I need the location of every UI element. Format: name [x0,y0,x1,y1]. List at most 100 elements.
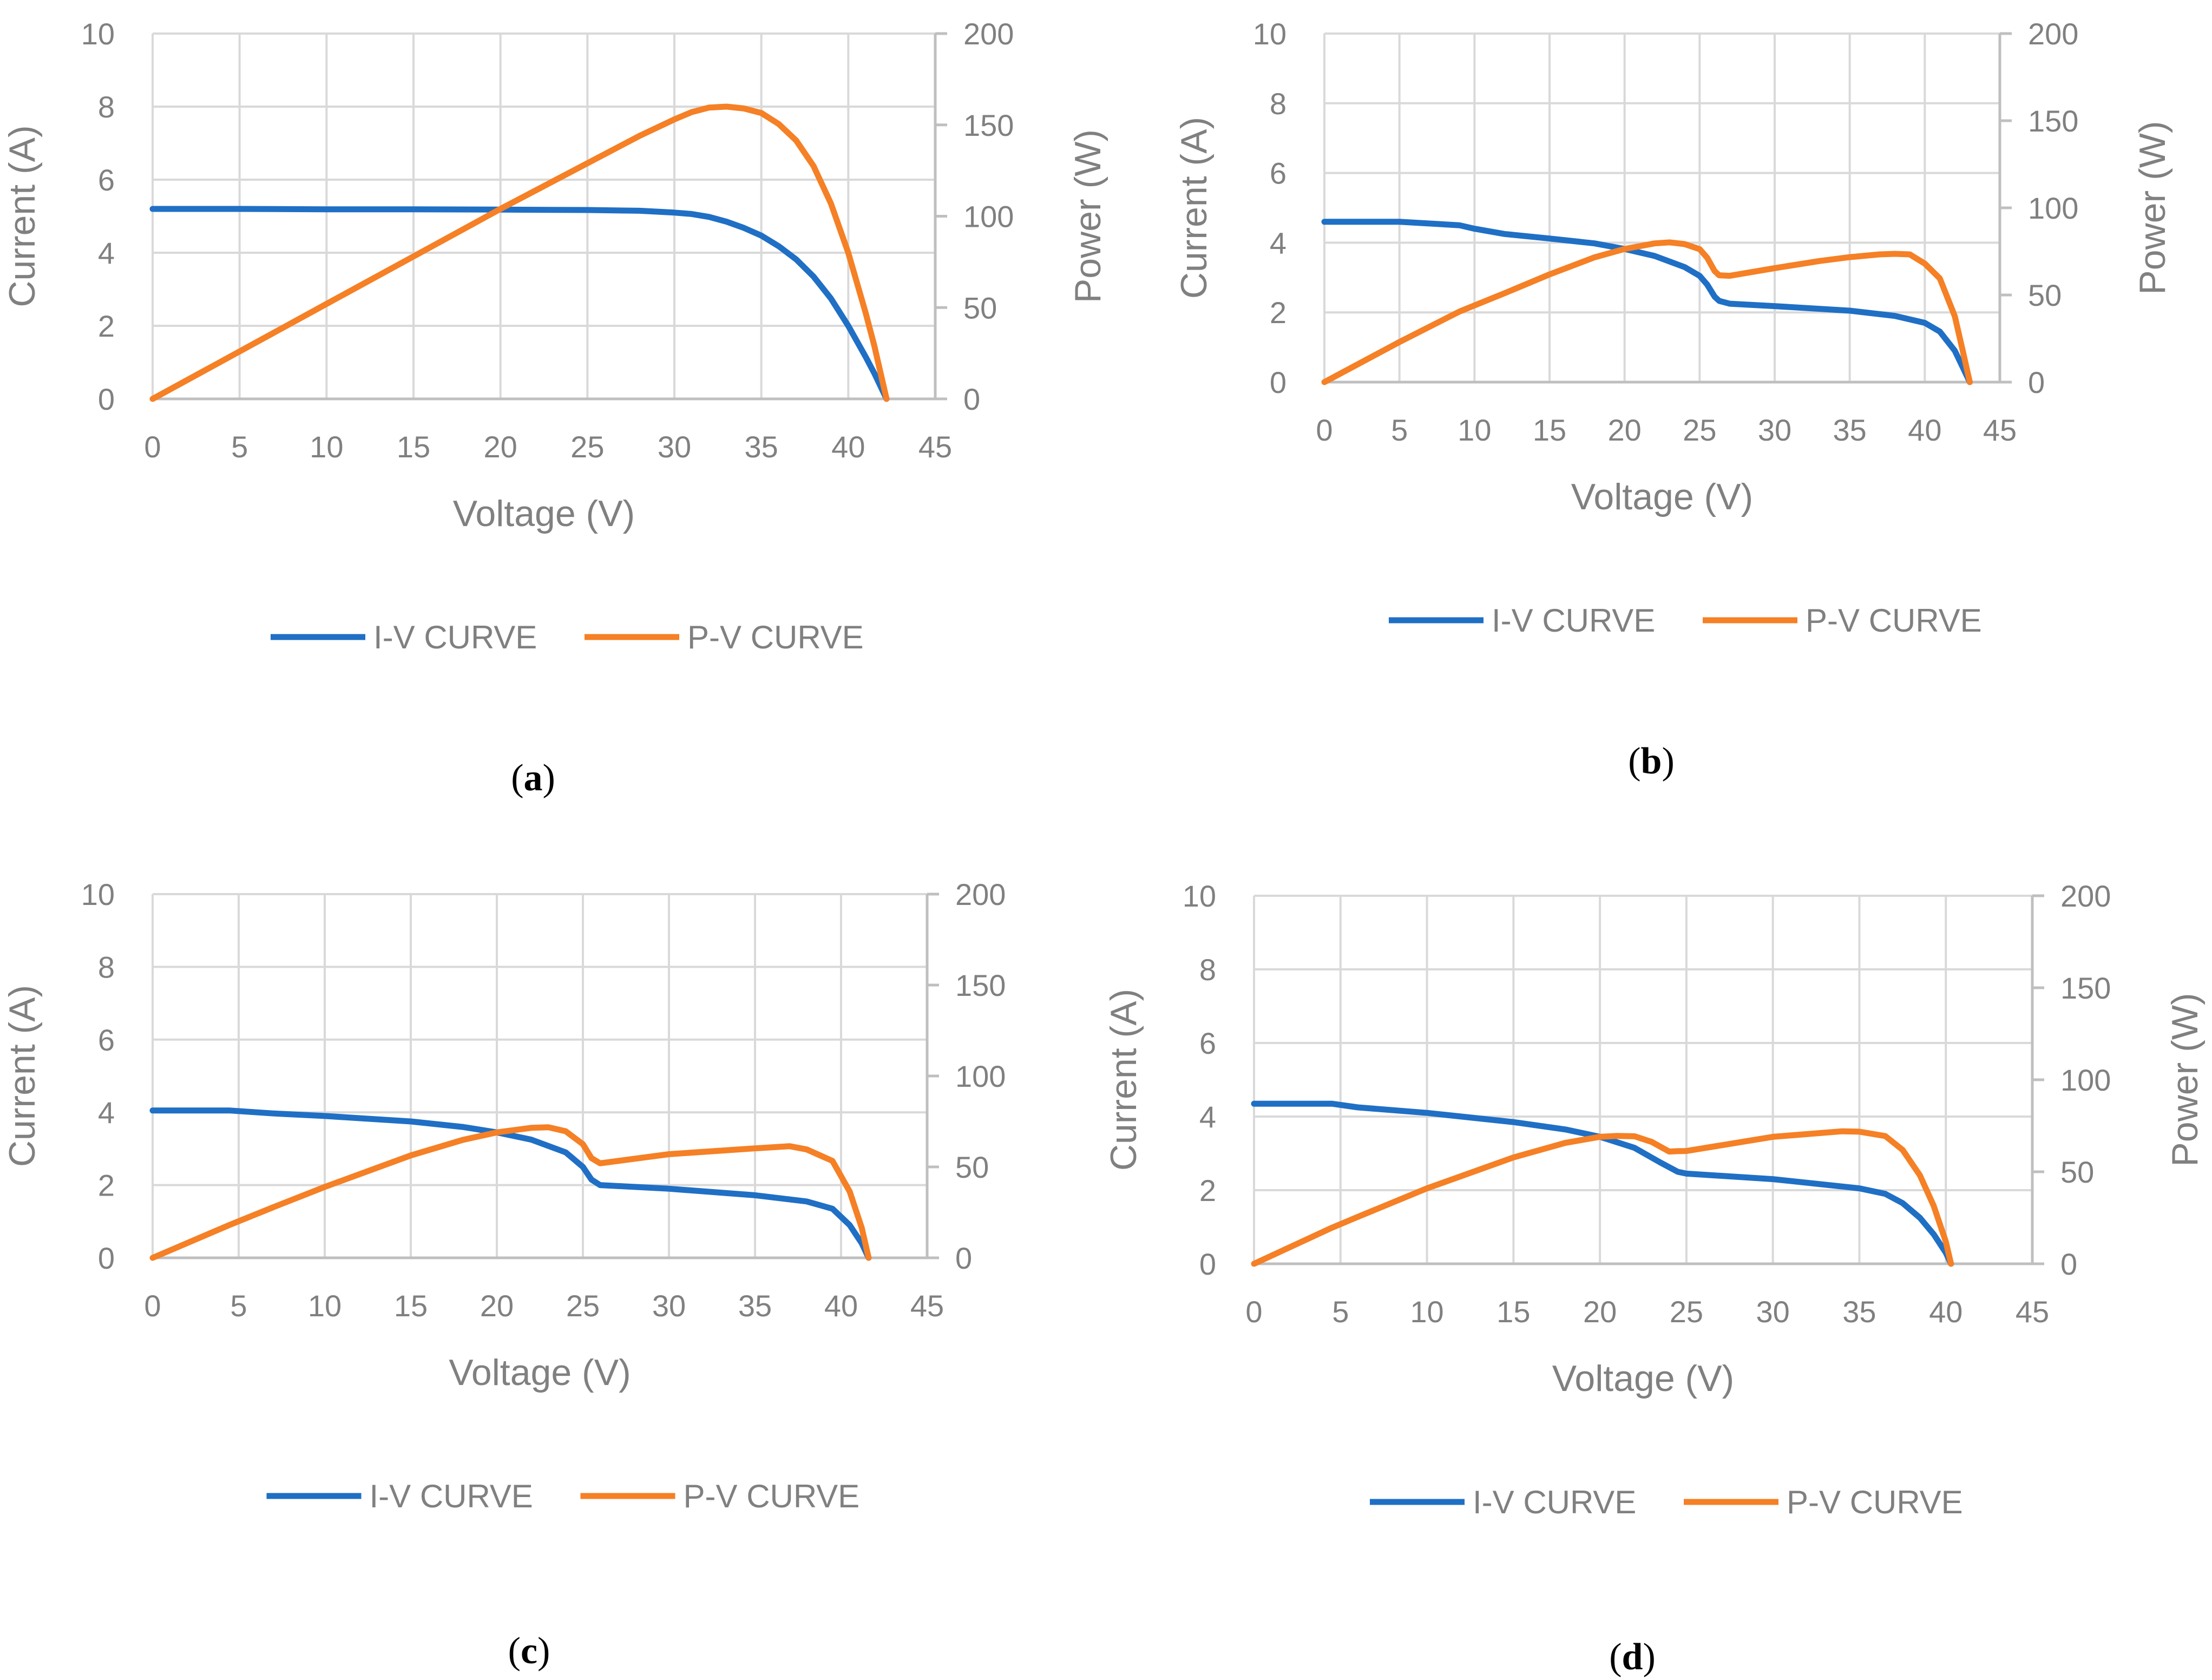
legend-label-iv: I-V CURVE [373,619,537,655]
x-tick-label: 25 [1670,1295,1703,1329]
y-tick-label: 0 [98,382,115,416]
pv-curve-line [149,103,890,402]
x-tick-label: 40 [1908,413,1941,447]
caption-close-paren: ) [537,1630,550,1672]
y2-tick-label: 100 [2028,191,2078,225]
x-tick-label: 5 [1332,1295,1349,1329]
y-tick-label: 10 [81,877,115,911]
y-tick-label: 4 [1270,226,1286,260]
y-tick-label: 8 [1270,87,1286,121]
x-tick-label: 20 [484,430,517,464]
caption-close-paren: ) [543,757,555,799]
x-tick-label: 20 [480,1289,514,1323]
y2-axis-title: Power (W) [2132,121,2173,294]
x-tick-label: 30 [1758,413,1791,447]
x-tick-label: 5 [231,430,248,464]
y-tick-label: 4 [1199,1100,1216,1134]
y-axis-title: Current (A) [1103,989,1144,1171]
x-tick-label: 0 [1245,1295,1262,1329]
x-tick-label: 20 [1608,413,1642,447]
x-tick-label: 5 [230,1289,247,1323]
pv-curve-line [1251,1128,1954,1267]
y2-tick-label: 150 [955,968,1006,1002]
y-tick-label: 6 [98,163,115,197]
x-tick-label: 25 [570,430,604,464]
y-tick-label: 4 [98,1095,115,1130]
y2-tick-label: 0 [963,382,980,416]
x-tick-label: 30 [658,430,691,464]
legend-label-iv: I-V CURVE [1473,1484,1636,1520]
x-axis-title: Voltage (V) [453,493,635,534]
x-tick-label: 25 [566,1289,600,1323]
y2-tick-label: 200 [2060,879,2111,913]
caption-letter: b [1641,740,1662,782]
x-axis-title: Voltage (V) [449,1352,631,1393]
x-tick-label: 15 [394,1289,428,1323]
y2-axis-title: Power (W) [1067,129,1108,303]
x-tick-label: 30 [652,1289,686,1323]
y-axis-title: Current (A) [2,985,43,1167]
x-tick-label: 45 [1983,413,2017,447]
y-tick-label: 6 [1199,1026,1216,1060]
y-tick-label: 2 [1270,296,1286,330]
y-tick-label: 10 [81,17,115,51]
caption-close-paren: ) [1643,1636,1655,1678]
panel-caption: (a) [511,757,555,799]
x-tick-label: 10 [310,430,343,464]
caption-open-paren: ( [508,1630,521,1672]
caption-letter: c [521,1630,537,1672]
y-tick-label: 2 [1199,1173,1216,1208]
x-tick-label: 10 [1410,1295,1443,1329]
y-tick-label: 0 [1270,365,1286,399]
y2-tick-label: 200 [955,877,1006,911]
x-tick-label: 0 [1316,413,1333,447]
legend-label-pv: P-V CURVE [687,619,864,655]
y2-tick-label: 150 [2060,971,2111,1005]
x-tick-label: 45 [918,430,952,464]
y2-tick-label: 50 [2028,278,2062,312]
y2-tick-label: 0 [2028,365,2045,399]
iv-curve-line [149,206,890,402]
legend-label-iv: I-V CURVE [1492,602,1655,639]
y-tick-label: 6 [1270,156,1286,191]
x-tick-label: 25 [1683,413,1716,447]
y-tick-label: 8 [98,90,115,124]
x-tick-label: 10 [308,1289,342,1323]
y-tick-label: 4 [98,236,115,270]
x-tick-label: 40 [824,1289,858,1323]
panel-caption: (b) [1628,740,1675,782]
x-tick-label: 35 [1833,413,1867,447]
caption-letter: d [1622,1636,1643,1678]
pv-curve-line [149,1124,872,1261]
y2-tick-label: 0 [955,1241,972,1275]
x-tick-label: 10 [1458,413,1491,447]
y2-tick-label: 150 [963,108,1014,142]
x-axis-title: Voltage (V) [1552,1358,1734,1399]
y-tick-label: 8 [1199,953,1216,987]
y2-tick-label: 100 [955,1059,1006,1093]
y-axis-title: Current (A) [1173,117,1215,299]
x-tick-label: 15 [397,430,430,464]
caption-open-paren: ( [1628,740,1640,782]
caption-open-paren: ( [511,757,523,799]
x-tick-label: 15 [1496,1295,1530,1329]
y2-tick-label: 150 [2028,104,2078,138]
x-tick-label: 35 [1842,1295,1876,1329]
y2-tick-label: 0 [2060,1247,2077,1281]
y2-tick-label: 100 [2060,1063,2111,1097]
y2-tick-label: 100 [963,200,1014,234]
x-tick-label: 45 [2016,1295,2049,1329]
chart-panel-a: 0 5 10 15 20 25 30 35 40 450246810050100150200Vol… [2,17,1108,799]
panel-caption: (d) [1609,1636,1656,1678]
pv-curve-line [1321,239,1973,385]
y2-tick-label: 200 [2028,17,2078,51]
x-axis-title: Voltage (V) [1571,476,1753,517]
caption-letter: a [524,757,543,799]
y2-tick-label: 50 [2060,1155,2094,1189]
y-tick-label: 0 [1199,1247,1216,1281]
y-axis-title: Current (A) [2,125,43,307]
legend-label-pv: P-V CURVE [1806,602,1982,639]
y-tick-label: 10 [1253,17,1286,51]
y2-tick-label: 200 [963,17,1014,51]
